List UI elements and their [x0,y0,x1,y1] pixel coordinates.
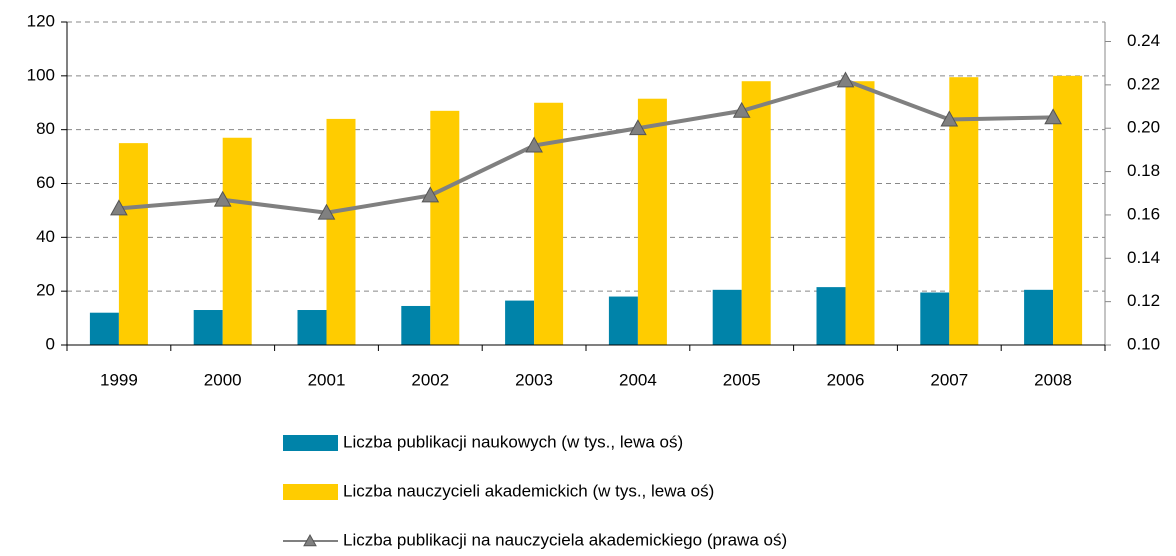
marker [110,199,128,216]
x-tick-label: 2008 [1034,370,1072,389]
legend-swatch [283,484,338,500]
bar [297,310,327,345]
bar [637,98,667,346]
legend-marker [303,533,317,547]
y2-tick-label: 0.14 [1127,248,1160,267]
y2-tick-label: 0.20 [1127,118,1160,137]
y-tick-label: 0 [46,334,55,353]
y2-tick-label: 0.10 [1127,334,1160,353]
marker [213,190,232,207]
bar [326,118,356,346]
bar [222,137,252,345]
bar [505,300,535,345]
y-tick-label: 40 [36,227,55,246]
bar [608,296,638,345]
y2-tick-label: 0.12 [1127,291,1160,310]
bar [816,287,846,345]
y2-tick-label: 0.18 [1127,161,1160,180]
line [118,78,1054,215]
bar [741,81,771,345]
marker [940,110,959,127]
x-tick-label: 2005 [723,370,761,389]
marker [421,186,440,203]
x-tick-label: 1999 [100,370,138,389]
y-tick-label: 20 [36,281,55,300]
legend-label: Liczba publikacji na nauczyciela akademi… [343,530,787,549]
legend-swatch [283,435,338,451]
x-tick-label: 2007 [930,370,968,389]
marker [629,119,647,136]
x-tick-label: 2006 [827,370,865,389]
legend-label: Liczba publikacji naukowych (w tys., lew… [343,432,683,451]
bar [401,305,431,345]
marker [525,136,543,153]
y-tick-label: 100 [27,65,55,84]
bar [712,289,742,345]
marker [836,71,855,88]
bar [920,292,950,345]
bar [845,81,875,345]
bar [1024,289,1054,345]
x-tick-label: 2003 [515,370,553,389]
x-tick-label: 2000 [204,370,242,389]
y2-tick-label: 0.24 [1127,31,1160,50]
bar [89,312,119,345]
bar [534,102,564,345]
y-tick-label: 80 [36,119,55,138]
x-tick-label: 2001 [308,370,346,389]
y2-tick-label: 0.22 [1127,74,1160,93]
marker [317,203,336,220]
y2-tick-label: 0.16 [1127,204,1160,223]
marker [732,101,751,118]
y-tick-label: 120 [27,11,55,30]
marker [1044,108,1062,125]
bar [118,143,148,345]
bar [430,110,460,345]
legend-label: Liczba nauczycieli akademickich (w tys.,… [343,481,714,500]
x-tick-label: 2004 [619,370,657,389]
x-tick-label: 2002 [411,370,449,389]
bar [193,310,223,345]
y-tick-label: 60 [36,173,55,192]
